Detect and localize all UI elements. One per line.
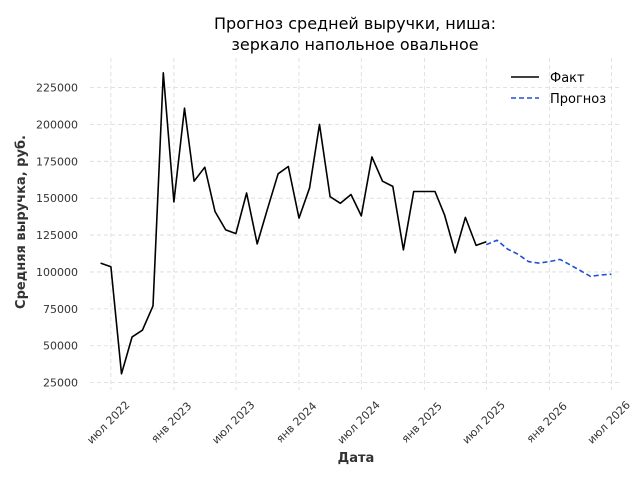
x-tick-label: янв 2025 [399,400,445,446]
y-tick-label: 175000 [36,155,78,168]
legend-label-forecast: Прогноз [550,92,606,107]
series-layer [100,72,612,375]
y-tick-label: 150000 [36,192,78,205]
y-tick-label: 75000 [43,303,78,316]
x-tick-label: июл 2024 [335,399,383,447]
grid-layer [90,58,622,390]
legend-label-fact: Факт [550,71,585,86]
y-tick-label: 125000 [36,229,78,242]
x-axis: июл 2022 янв 2023 июл 2023 янв 2024 июл 2024… [84,399,633,447]
chart-title-line-1: Прогноз средней выручки, ниша: [214,14,496,33]
y-tick-label: 200000 [36,118,78,131]
series-line-fact [100,72,487,375]
x-tick-label: янв 2026 [524,400,570,446]
y-tick-label: 225000 [36,82,78,95]
chart-title-line-2: зеркало напольное овальное [231,35,478,54]
x-tick-label: июл 2022 [84,399,132,447]
x-tick-label: янв 2024 [274,400,320,446]
x-tick-label: июл 2026 [585,399,633,447]
x-tick-label: июл 2025 [460,399,508,447]
y-axis: 25000 50000 75000 100000 125000 150000 175000 2… [36,82,78,390]
series-line-forecast [485,239,612,278]
x-tick-label: янв 2023 [149,400,195,446]
x-axis-label: Дата [338,451,375,466]
y-axis-label: Средняя выручка, руб. [14,135,29,309]
y-tick-label: 25000 [43,377,78,390]
x-tick-label: июл 2023 [209,399,257,447]
legend: Факт Прогноз [511,71,606,107]
y-tick-label: 100000 [36,266,78,279]
y-tick-label: 50000 [43,340,78,353]
